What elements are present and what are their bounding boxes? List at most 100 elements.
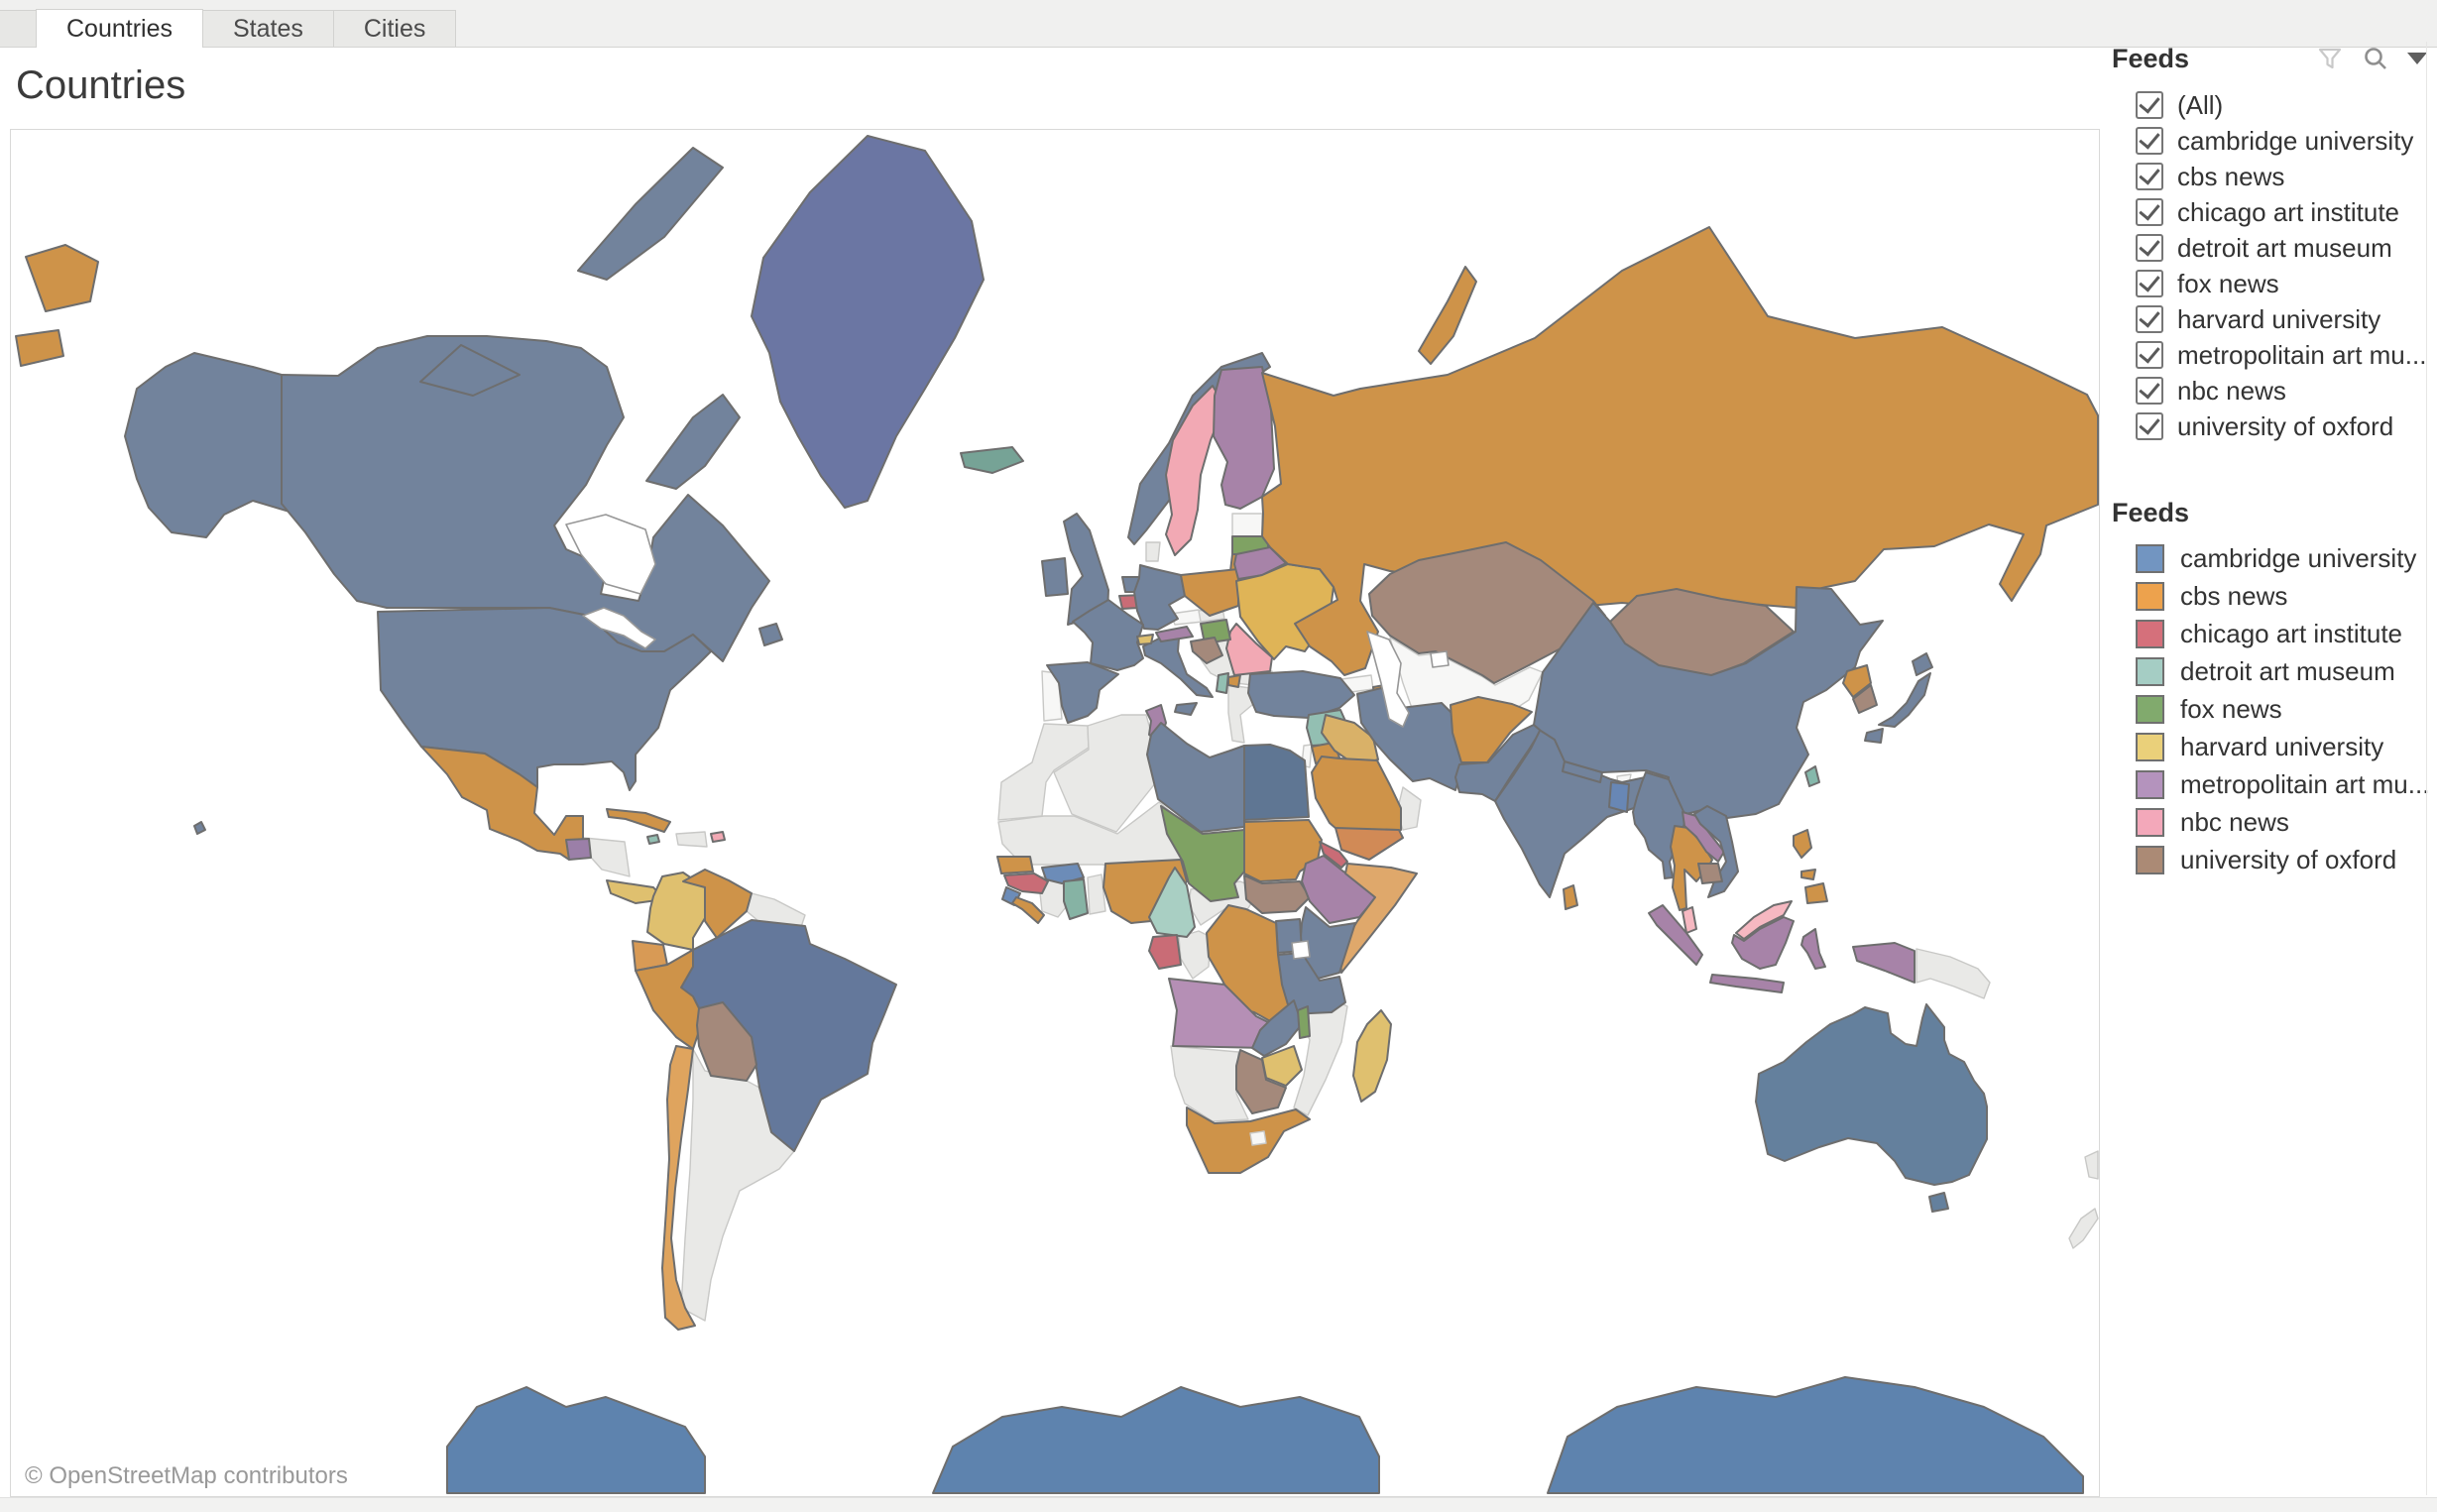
region-venezuela[interactable] bbox=[682, 869, 753, 939]
region-afghanistan[interactable] bbox=[1450, 696, 1533, 763]
region-costa-rica-panama[interactable] bbox=[606, 879, 665, 904]
region-gabon[interactable] bbox=[1148, 934, 1182, 970]
region-chile[interactable] bbox=[661, 1045, 696, 1331]
legend-item-cbs-news[interactable]: cbs news bbox=[2112, 577, 2427, 615]
region-greenland[interactable] bbox=[751, 135, 985, 509]
region-brazil[interactable] bbox=[680, 919, 897, 1152]
region-guinea[interactable] bbox=[1003, 872, 1049, 894]
region-south-sudan[interactable] bbox=[1243, 874, 1311, 914]
region-senegal[interactable] bbox=[996, 856, 1034, 874]
checkbox-checked-icon[interactable] bbox=[2136, 234, 2163, 262]
filter-item-harvard-university[interactable]: harvard university bbox=[2112, 301, 2427, 337]
region-west-new-guinea[interactable] bbox=[1852, 942, 1915, 984]
checkbox-checked-icon[interactable] bbox=[2136, 341, 2163, 369]
region-sri-lanka[interactable] bbox=[1563, 884, 1578, 910]
region-bangladesh[interactable] bbox=[1608, 781, 1630, 813]
legend-item-fox-news[interactable]: fox news bbox=[2112, 690, 2427, 728]
region-antarctica-3[interactable] bbox=[1547, 1376, 2084, 1494]
world-map[interactable] bbox=[11, 130, 2099, 1494]
region-japan-honshu[interactable] bbox=[1878, 672, 1931, 728]
region-hawaii[interactable] bbox=[193, 821, 206, 835]
region-zambia[interactable] bbox=[1251, 999, 1303, 1057]
region-somalia[interactable] bbox=[1338, 863, 1418, 974]
region-ireland[interactable] bbox=[1041, 557, 1069, 597]
region-puerto-rico[interactable] bbox=[710, 831, 726, 843]
dropdown-caret-icon[interactable] bbox=[2407, 53, 2427, 64]
region-south-africa[interactable] bbox=[1186, 1106, 1311, 1174]
region-sulawesi[interactable] bbox=[1800, 928, 1826, 970]
region-south-korea[interactable] bbox=[1852, 684, 1878, 714]
region-tasmania[interactable] bbox=[1928, 1192, 1949, 1213]
region-java[interactable] bbox=[1709, 974, 1785, 993]
region-lesotho[interactable] bbox=[1249, 1130, 1267, 1146]
region-north-macedonia[interactable] bbox=[1227, 674, 1241, 688]
checkbox-checked-icon[interactable] bbox=[2136, 412, 2163, 440]
tab-states[interactable]: States bbox=[202, 10, 334, 47]
region-antarctica-2[interactable] bbox=[932, 1386, 1380, 1494]
region-cambodia[interactable] bbox=[1697, 863, 1723, 884]
region-botswana[interactable] bbox=[1235, 1049, 1287, 1114]
filter-item-nbc-news[interactable]: nbc news bbox=[2112, 373, 2427, 408]
checkbox-checked-icon[interactable] bbox=[2136, 127, 2163, 155]
region-cameroon[interactable] bbox=[1148, 867, 1196, 938]
region-new-zealand-south[interactable] bbox=[2068, 1208, 2099, 1249]
region-antarctica-1[interactable] bbox=[446, 1386, 706, 1494]
region-jamaica[interactable] bbox=[646, 834, 660, 845]
region-philippines-visayas[interactable] bbox=[1800, 869, 1816, 880]
tab-countries[interactable]: Countries bbox=[36, 9, 203, 48]
region-austria[interactable] bbox=[1155, 626, 1194, 642]
region-bolivia[interactable] bbox=[696, 1001, 757, 1082]
search-icon[interactable] bbox=[2362, 45, 2389, 72]
region-malaysia-peninsula[interactable] bbox=[1682, 906, 1697, 934]
checkbox-checked-icon[interactable] bbox=[2136, 198, 2163, 226]
region-papua-new-guinea[interactable] bbox=[1915, 948, 1991, 999]
region-australia[interactable] bbox=[1755, 1003, 1988, 1186]
region-albania[interactable] bbox=[1216, 672, 1229, 694]
region-france[interactable] bbox=[1072, 599, 1144, 671]
region-sweden[interactable] bbox=[1165, 385, 1225, 556]
region-pakistan[interactable] bbox=[1454, 724, 1542, 802]
filter-item-chicago-art-institute[interactable]: chicago art institute bbox=[2112, 194, 2427, 230]
filter-funnel-icon[interactable] bbox=[2316, 45, 2344, 72]
region-colombia[interactable] bbox=[646, 872, 712, 951]
filter-item-cambridge-university[interactable]: cambridge university bbox=[2112, 123, 2427, 159]
region-malaysia-borneo[interactable] bbox=[1735, 900, 1793, 940]
region-denmark[interactable] bbox=[1145, 541, 1161, 562]
region-chukotka-wrap-2[interactable] bbox=[15, 329, 64, 367]
region-spain[interactable] bbox=[1046, 661, 1119, 724]
region-baffin-island[interactable] bbox=[645, 394, 741, 490]
region-chad[interactable] bbox=[1160, 805, 1245, 902]
region-argentina[interactable] bbox=[680, 1048, 795, 1322]
region-kalimantan[interactable] bbox=[1731, 916, 1795, 970]
region-japan-hokkaido[interactable] bbox=[1912, 652, 1933, 676]
filter-item-all[interactable]: (All) bbox=[2112, 87, 2427, 123]
region-uk[interactable] bbox=[1063, 513, 1109, 626]
filter-item-university-of-oxford[interactable]: university of oxford bbox=[2112, 408, 2427, 444]
region-estonia[interactable] bbox=[1231, 513, 1263, 537]
filter-item-fox-news[interactable]: fox news bbox=[2112, 266, 2427, 301]
legend-item-harvard-university[interactable]: harvard university bbox=[2112, 728, 2427, 765]
region-sumatra[interactable] bbox=[1648, 904, 1703, 966]
legend-item-detroit-art-museum[interactable]: detroit art museum bbox=[2112, 652, 2427, 690]
region-vietnam[interactable] bbox=[1693, 805, 1739, 898]
region-north-korea[interactable] bbox=[1842, 664, 1872, 698]
region-kenya[interactable] bbox=[1299, 906, 1356, 980]
region-cuba[interactable] bbox=[606, 808, 671, 833]
region-ellesmere-island[interactable] bbox=[577, 147, 724, 281]
region-croatia[interactable] bbox=[1190, 637, 1223, 664]
region-ghana[interactable] bbox=[1063, 878, 1089, 920]
region-china[interactable] bbox=[1533, 586, 1884, 819]
region-philippines-luzon[interactable] bbox=[1793, 829, 1812, 859]
region-liberia[interactable] bbox=[1011, 896, 1045, 924]
legend-item-chicago-art-institute[interactable]: chicago art institute bbox=[2112, 615, 2427, 652]
region-iceland[interactable] bbox=[960, 446, 1024, 474]
region-guatemala[interactable] bbox=[565, 838, 592, 861]
region-madagascar[interactable] bbox=[1352, 1009, 1392, 1103]
region-hispaniola[interactable] bbox=[675, 831, 708, 848]
region-newfoundland[interactable] bbox=[758, 623, 783, 646]
region-hungary[interactable] bbox=[1200, 619, 1231, 644]
region-sicily[interactable] bbox=[1174, 702, 1198, 716]
region-poland[interactable] bbox=[1180, 568, 1239, 617]
region-japan-kyushu[interactable] bbox=[1864, 728, 1884, 744]
region-novaya-zemlya[interactable] bbox=[1418, 266, 1477, 365]
